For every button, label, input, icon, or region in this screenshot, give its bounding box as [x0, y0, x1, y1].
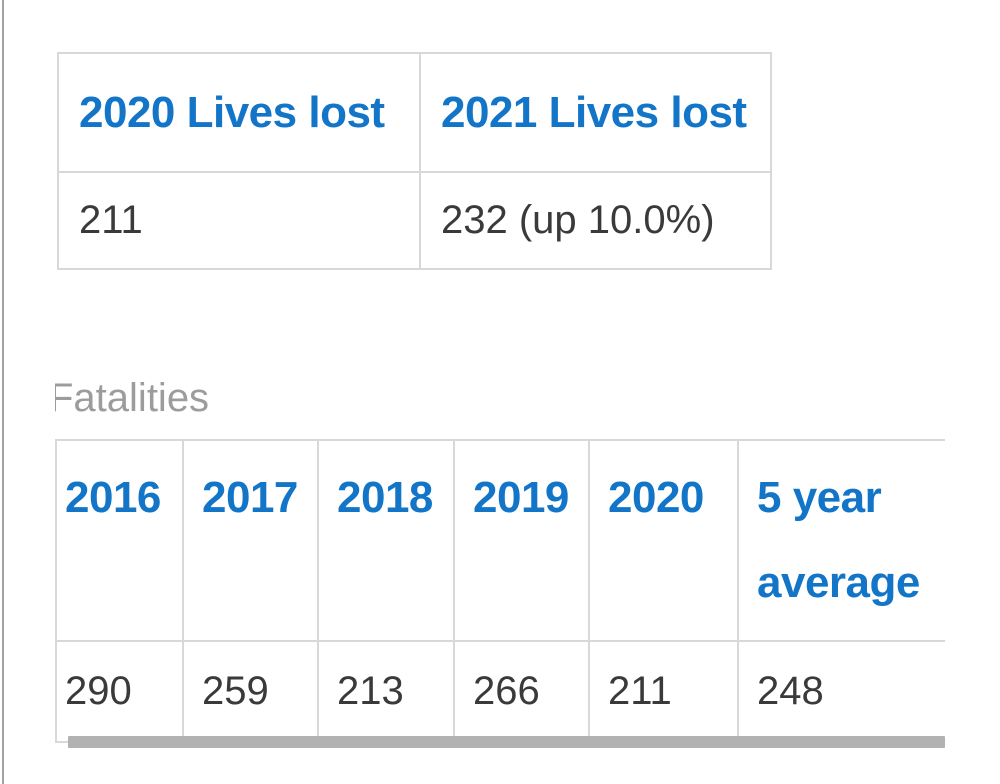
fatalities-value-2016: 290 [55, 640, 184, 743]
lives-lost-header-2021: 2021 Lives lost [419, 52, 772, 173]
fatalities-header-2020: 2020 [588, 439, 739, 642]
fatalities-value-2020: 211 [588, 640, 739, 743]
lives-lost-table: 2020 Lives lost 2021 Lives lost 211 232 … [57, 52, 772, 270]
lives-lost-value-2021: 232 (up 10.0%) [419, 171, 772, 270]
page-left-edge-line [2, 0, 4, 784]
horizontal-scrollbar-thumb[interactable] [68, 736, 945, 748]
lives-lost-value-2020: 211 [57, 171, 421, 270]
fatalities-header-2017: 2017 [182, 439, 319, 642]
fatalities-table-viewport: 2016 2017 2018 2019 2020 5 year average … [55, 439, 945, 749]
fatalities-caption: Fatalities [55, 374, 475, 422]
fatalities-value-2018: 213 [317, 640, 455, 743]
fatalities-value-2017: 259 [182, 640, 319, 743]
lives-lost-value-row: 211 232 (up 10.0%) [57, 171, 772, 270]
lives-lost-header-row: 2020 Lives lost 2021 Lives lost [57, 52, 772, 173]
fatalities-header-row: 2016 2017 2018 2019 2020 5 year average [55, 439, 945, 642]
lives-lost-header-2020: 2020 Lives lost [57, 52, 421, 173]
fatalities-header-2018: 2018 [317, 439, 455, 642]
fatalities-value-2019: 266 [453, 640, 590, 743]
fatalities-caption-text: Fatalities [55, 376, 210, 420]
fatalities-header-2019: 2019 [453, 439, 590, 642]
fatalities-value-5-year-average: 248 [737, 640, 945, 743]
fatalities-header-5-year-average: 5 year average [737, 439, 945, 642]
fatalities-table: 2016 2017 2018 2019 2020 5 year average … [55, 439, 945, 743]
fatalities-header-2016: 2016 [55, 439, 184, 642]
fatalities-value-row: 290 259 213 266 211 248 [55, 640, 945, 743]
